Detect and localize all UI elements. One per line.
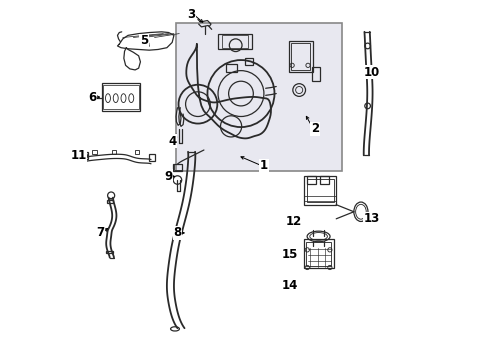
Bar [107, 200, 113, 203]
Bar [290, 44, 309, 70]
Text: 3: 3 [187, 8, 195, 21]
Bar [135, 150, 139, 153]
Bar [218, 33, 251, 49]
Text: 10: 10 [364, 66, 380, 79]
Bar [306, 179, 333, 202]
Text: 2: 2 [310, 122, 319, 135]
Bar [304, 176, 336, 205]
Bar [311, 67, 320, 81]
Bar [112, 150, 116, 153]
Text: 4: 4 [168, 135, 176, 148]
Text: 1: 1 [259, 159, 267, 172]
Text: 14: 14 [282, 279, 298, 292]
Bar [305, 242, 330, 266]
Text: 15: 15 [282, 248, 298, 261]
Bar [221, 35, 247, 48]
Bar [244, 58, 253, 66]
Bar [81, 152, 87, 159]
Bar [303, 239, 333, 268]
Bar [103, 85, 139, 109]
Bar [175, 23, 341, 171]
Bar [149, 154, 154, 161]
Text: 12: 12 [285, 215, 302, 228]
Bar [92, 150, 97, 153]
Text: 6: 6 [88, 91, 96, 104]
Bar [225, 64, 236, 72]
Bar [320, 176, 328, 184]
Bar [102, 83, 140, 111]
Bar [288, 41, 312, 72]
Bar [173, 164, 182, 171]
Text: 8: 8 [173, 226, 181, 239]
Bar [306, 176, 315, 184]
Bar [174, 165, 182, 170]
Text: 7: 7 [96, 226, 104, 239]
Text: 5: 5 [140, 34, 148, 47]
Text: 11: 11 [70, 149, 87, 162]
Text: 9: 9 [164, 170, 172, 183]
Text: 13: 13 [364, 212, 380, 225]
Bar [106, 251, 112, 253]
